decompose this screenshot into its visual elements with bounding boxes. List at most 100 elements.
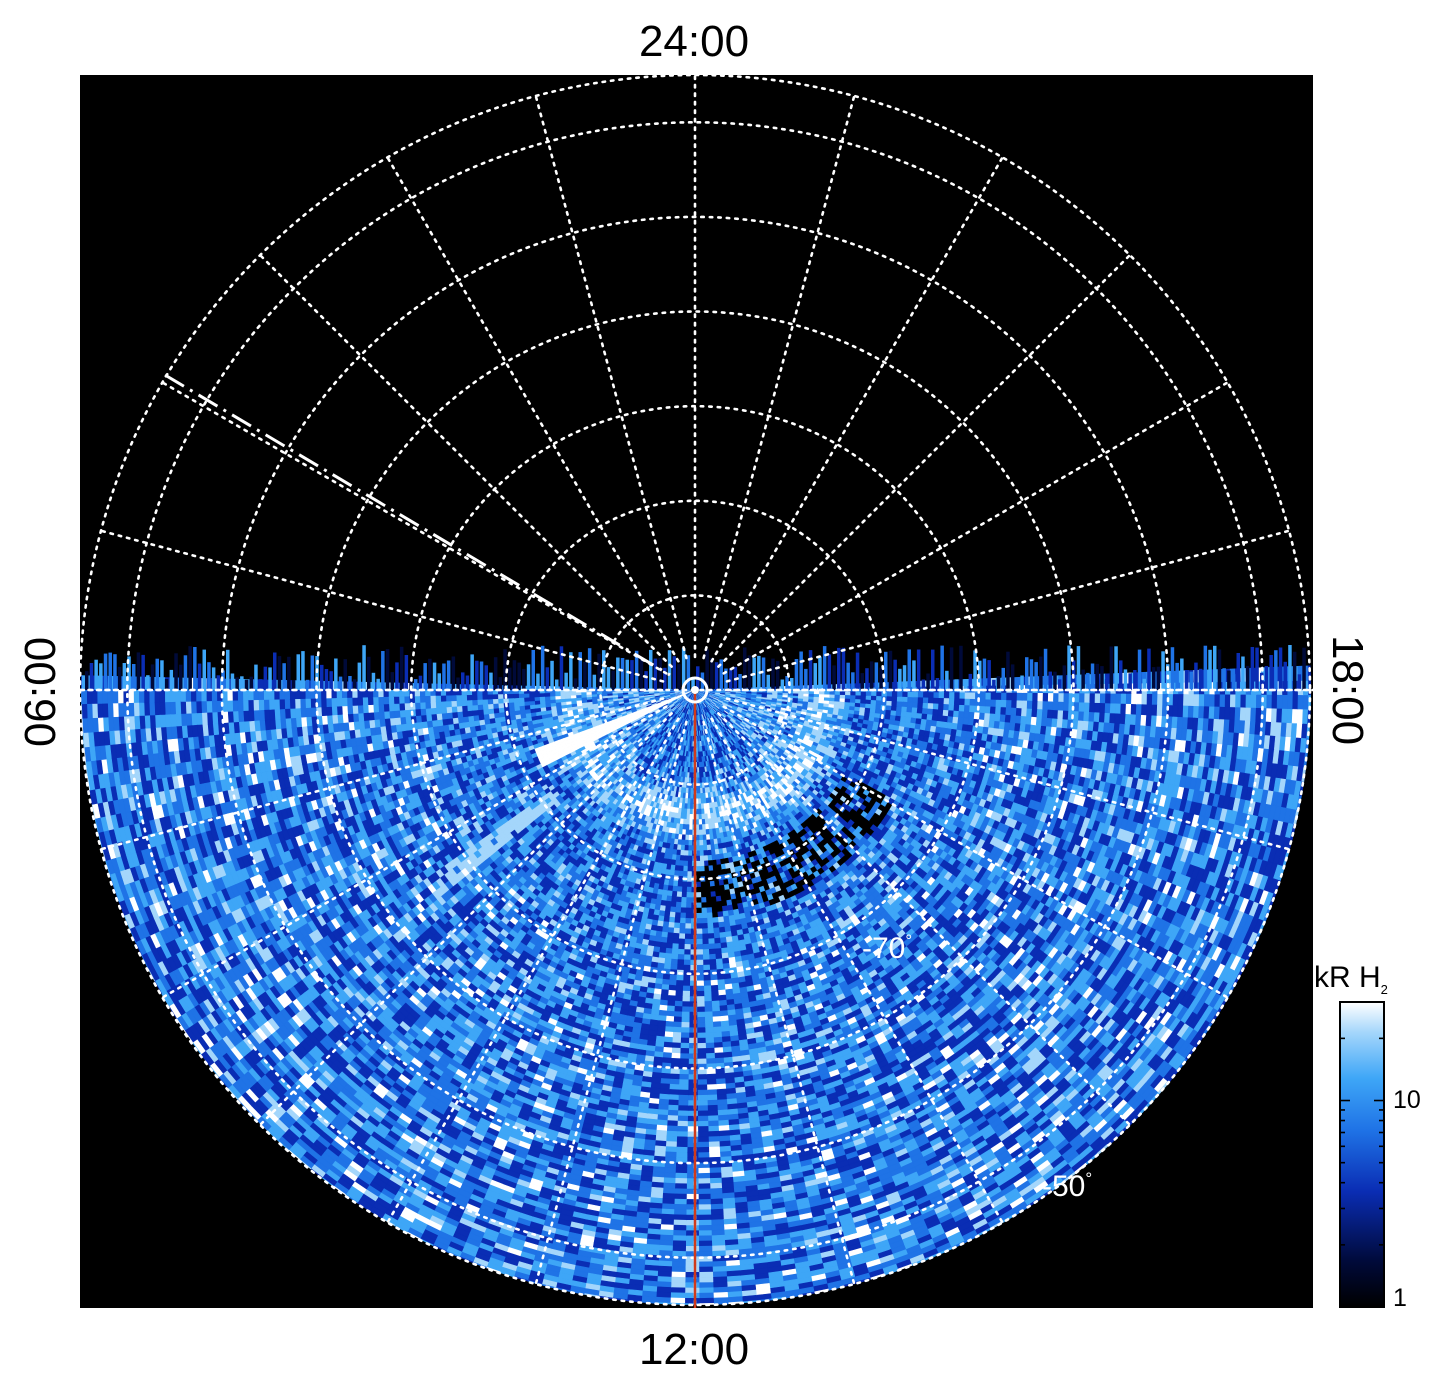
intensity-cell — [476, 694, 483, 701]
intensity-cell — [492, 694, 499, 700]
intensity-cell — [325, 689, 332, 700]
intensity-cell — [382, 696, 390, 706]
intensity-cell — [268, 699, 275, 711]
intensity-cell — [461, 700, 468, 707]
intensity-cell — [424, 695, 431, 704]
intensity-cell — [128, 702, 135, 718]
intensity-cell — [74, 748, 81, 763]
intensity-cell — [492, 703, 499, 710]
intensity-cell — [247, 689, 254, 701]
intensity-cell — [398, 703, 406, 712]
intensity-cell — [195, 701, 203, 714]
intensity-cell — [445, 706, 453, 714]
intensity-cell — [477, 704, 484, 711]
intensity-cell — [372, 704, 380, 714]
intensity-cell — [404, 709, 411, 718]
intensity-cell — [378, 704, 385, 713]
intensity-cell — [66, 690, 71, 705]
intensity-cell — [294, 698, 301, 710]
intensity-cell — [440, 695, 447, 703]
intensity-cell — [424, 702, 432, 710]
intensity-cell — [268, 689, 275, 701]
intensity-cell — [451, 706, 458, 714]
intensity-cell — [383, 704, 390, 713]
intensity-cell — [117, 689, 124, 704]
intensity-cell — [367, 697, 374, 706]
intensity-cell — [341, 697, 348, 707]
intensity-cell — [268, 709, 276, 721]
intensity-cell — [206, 712, 214, 725]
intensity-cell — [185, 701, 192, 715]
intensity-cell — [445, 701, 452, 708]
intensity-cell — [393, 703, 400, 712]
intensity-cell — [372, 697, 379, 706]
intensity-cell — [523, 697, 530, 703]
intensity-cell — [388, 710, 396, 720]
intensity-cell — [263, 689, 270, 701]
intensity-cell — [174, 701, 182, 715]
intensity-cell — [430, 707, 437, 716]
intensity-cell — [487, 694, 494, 701]
intensity-cell — [419, 702, 426, 710]
intensity-cell — [138, 702, 145, 717]
intensity-cell — [435, 707, 442, 715]
intensity-cell — [86, 689, 93, 705]
intensity-cell — [466, 705, 474, 712]
intensity-cell — [242, 689, 249, 702]
intensity-cell — [195, 689, 202, 703]
intensity-cell — [513, 697, 520, 704]
intensity-cell — [200, 689, 207, 702]
intensity-cell — [497, 703, 505, 709]
intensity-cell — [258, 699, 265, 711]
intensity-cell — [81, 689, 88, 705]
intensity-cell — [91, 703, 99, 719]
intensity-cell — [206, 701, 213, 714]
intensity-cell — [336, 697, 343, 708]
intensity-cell — [96, 703, 104, 719]
intensity-cell — [154, 702, 161, 716]
intensity-cell — [278, 689, 285, 701]
intensity-cell — [169, 701, 177, 716]
intensity-map — [66, 645, 1311, 1305]
intensity-cell — [513, 693, 520, 699]
intensity-cell — [284, 699, 291, 710]
intensity-cell — [284, 689, 291, 701]
intensity-cell — [487, 699, 494, 706]
intensity-cell — [127, 689, 134, 704]
intensity-cell — [164, 702, 171, 716]
intensity-cell — [394, 710, 401, 719]
intensity-cell — [533, 693, 540, 698]
intensity-cell — [299, 698, 306, 709]
intensity-cell — [179, 689, 186, 703]
intensity-cell — [71, 675, 76, 690]
intensity-cell — [414, 709, 422, 717]
intensity-cell — [258, 709, 265, 722]
intensity-cell — [471, 699, 478, 707]
intensity-cell — [304, 698, 312, 709]
intensity-cell — [430, 714, 438, 722]
intensity-cell — [279, 708, 286, 720]
intensity-cell — [435, 701, 442, 709]
intensity-cell — [72, 719, 78, 734]
intensity-cell — [482, 704, 489, 711]
intensity-cell — [263, 699, 270, 711]
intensity-cell — [91, 689, 98, 705]
intensity-cell — [325, 698, 332, 708]
intensity-cell — [231, 689, 239, 702]
intensity-cell — [67, 719, 73, 734]
intensity-cell — [294, 708, 302, 719]
intensity-cell — [112, 689, 119, 705]
intensity-cell — [247, 700, 254, 712]
intensity-cell — [305, 707, 312, 718]
intensity-cell — [67, 734, 73, 749]
intensity-cell — [205, 689, 212, 702]
intensity-cell — [81, 675, 82, 691]
intensity-cell — [356, 697, 364, 707]
intensity-cell — [461, 711, 469, 718]
intensity-cell — [185, 689, 192, 703]
intensity-cell — [377, 696, 384, 706]
intensity-cell — [419, 696, 426, 704]
intensity-cell — [539, 693, 546, 698]
intensity-cell — [481, 694, 488, 701]
intensity-cell — [71, 705, 77, 720]
